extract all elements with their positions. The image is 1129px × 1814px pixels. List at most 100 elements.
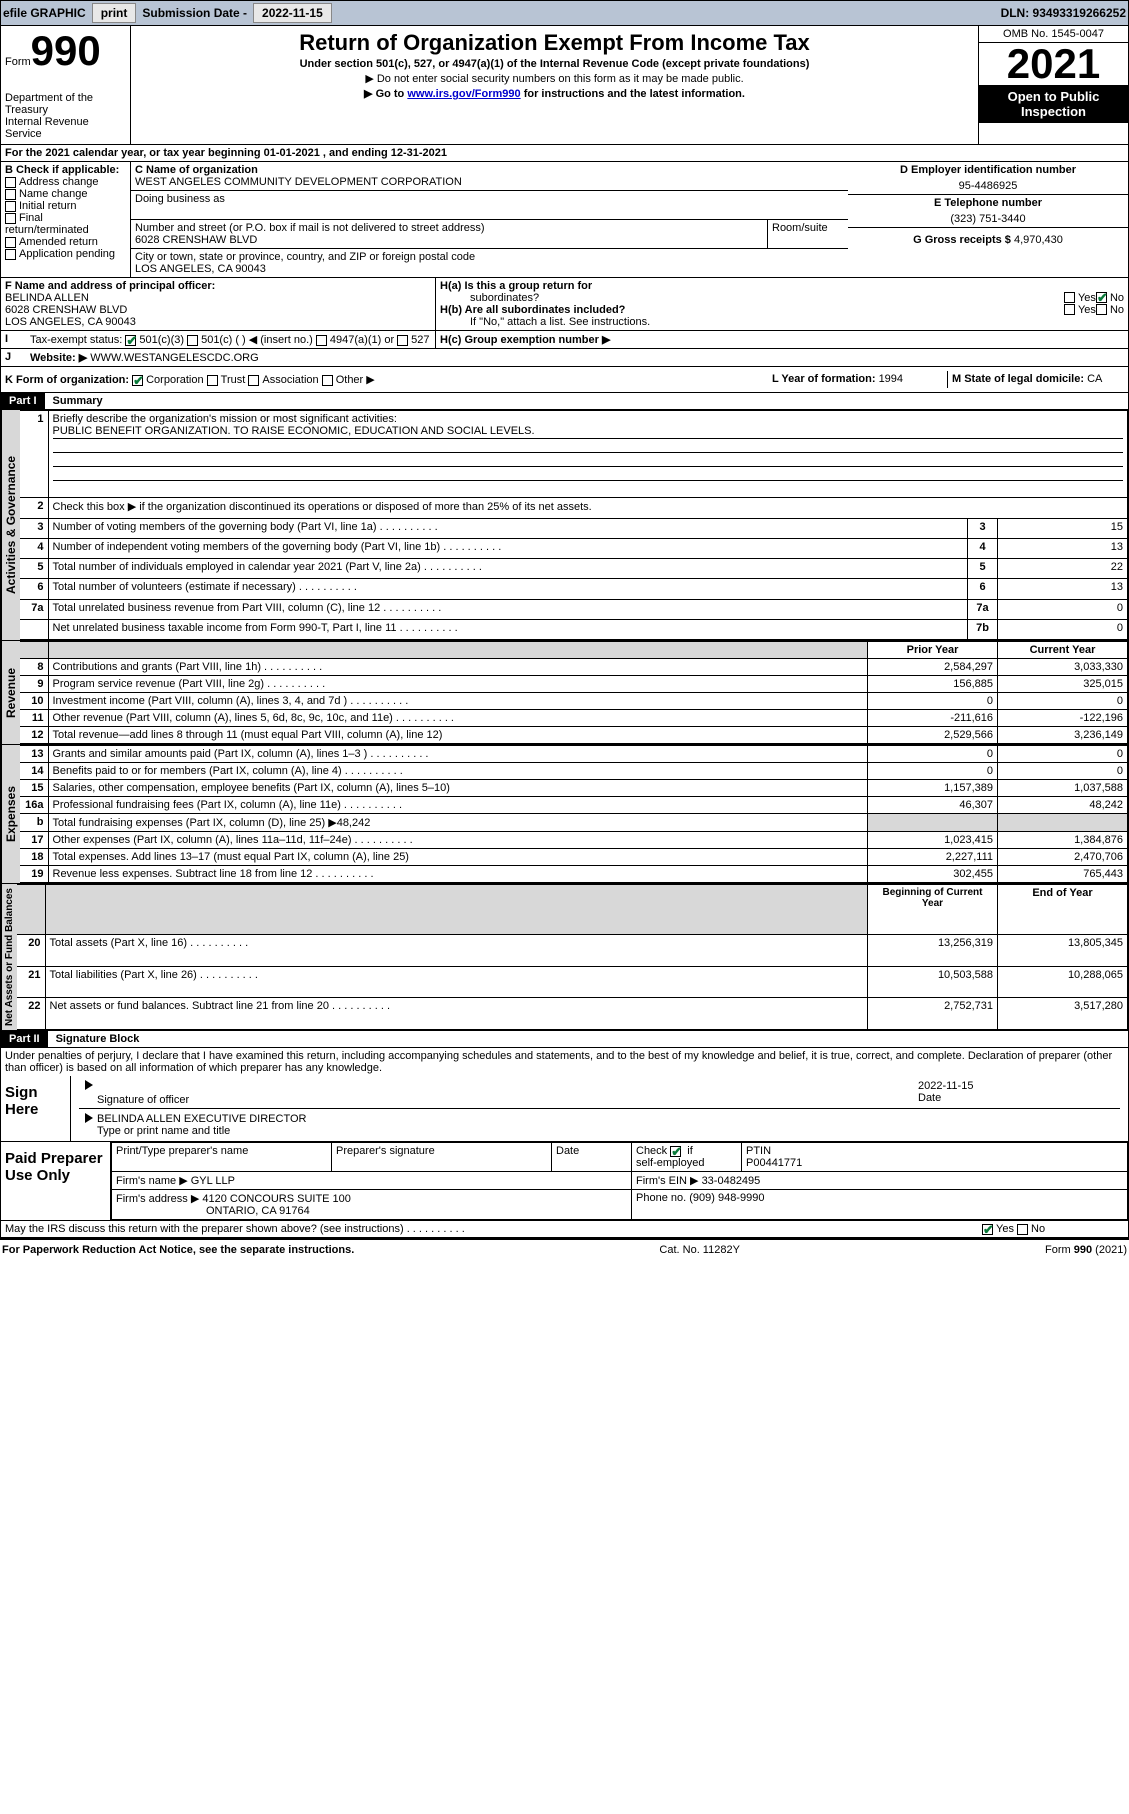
l7b-val: 0 bbox=[998, 619, 1128, 639]
hb-note: If "No," attach a list. See instructions… bbox=[440, 316, 1124, 328]
l14-text: Benefits paid to or for members (Part IX… bbox=[48, 763, 868, 780]
subtitle-2: ▶ Do not enter social security numbers o… bbox=[135, 72, 974, 85]
l11-prior: -211,616 bbox=[868, 710, 998, 727]
l7b-text: Net unrelated business taxable income fr… bbox=[48, 619, 968, 639]
ha-no-chk[interactable] bbox=[1096, 292, 1107, 303]
l21-prior: 10,503,588 bbox=[868, 966, 998, 998]
chk-trust[interactable] bbox=[207, 375, 218, 386]
chk-527[interactable] bbox=[397, 335, 408, 346]
l10-curr: 0 bbox=[998, 693, 1128, 710]
section-b: B Check if applicable: Address change Na… bbox=[1, 162, 131, 277]
section-h: H(a) Is this a group return for subordin… bbox=[436, 278, 1128, 330]
k-label: K Form of organization: bbox=[5, 374, 129, 386]
section-m: M State of legal domicile: CA bbox=[948, 371, 1128, 388]
preparer-name-label: Print/Type preparer's name bbox=[116, 1145, 248, 1157]
l6-val: 13 bbox=[998, 579, 1128, 599]
chk-assoc[interactable] bbox=[248, 375, 259, 386]
part2-title: Signature Block bbox=[48, 1031, 148, 1047]
submission-date[interactable]: 2022-11-15 bbox=[253, 3, 332, 23]
chk-initial-return[interactable]: Initial return bbox=[5, 200, 126, 212]
print-button[interactable]: print bbox=[92, 3, 137, 23]
instructions-link[interactable]: www.irs.gov/Form990 bbox=[407, 88, 520, 100]
part1-header: Part I bbox=[1, 393, 45, 409]
self-employed-chk[interactable] bbox=[670, 1146, 681, 1157]
l10-prior: 0 bbox=[868, 693, 998, 710]
chk-corp[interactable] bbox=[132, 375, 143, 386]
dept-label: Department of the Treasury bbox=[5, 92, 126, 116]
arrow-icon bbox=[85, 1113, 93, 1123]
l14-curr: 0 bbox=[998, 763, 1128, 780]
l7a-val: 0 bbox=[998, 599, 1128, 619]
summary-activities-table: 1 Briefly describe the organization's mi… bbox=[20, 410, 1128, 640]
pra-notice: For Paperwork Reduction Act Notice, see … bbox=[2, 1244, 354, 1256]
hb-label: H(b) Are all subordinates included? bbox=[440, 304, 625, 316]
i-marker: I bbox=[1, 331, 26, 348]
j-marker: J bbox=[1, 349, 26, 366]
arrow-icon bbox=[85, 1080, 93, 1090]
chk-name-change[interactable]: Name change bbox=[5, 188, 126, 200]
street-address: 6028 CRENSHAW BLVD bbox=[135, 234, 763, 246]
chk-other[interactable] bbox=[322, 375, 333, 386]
ha2-label: subordinates? bbox=[440, 292, 1064, 304]
section-i: Tax-exempt status: 501(c)(3) 501(c) ( ) … bbox=[26, 331, 436, 348]
chk-501c[interactable] bbox=[187, 335, 198, 346]
l13-curr: 0 bbox=[998, 746, 1128, 763]
hb-no-chk[interactable] bbox=[1096, 304, 1107, 315]
current-year-hdr: Current Year bbox=[998, 642, 1128, 659]
perjury-declaration: Under penalties of perjury, I declare th… bbox=[0, 1048, 1129, 1076]
l14-prior: 0 bbox=[868, 763, 998, 780]
efile-label: efile GRAPHIC bbox=[3, 6, 86, 20]
preparer-sig-label: Preparer's signature bbox=[336, 1145, 435, 1157]
firm-name-label: Firm's name ▶ bbox=[116, 1175, 188, 1187]
section-c: C Name of organization WEST ANGELES COMM… bbox=[131, 162, 848, 277]
ptin-value: P00441771 bbox=[746, 1157, 802, 1169]
hb-yes-chk[interactable] bbox=[1064, 304, 1075, 315]
c-label: C Name of organization bbox=[135, 164, 844, 176]
form-number: 990 bbox=[31, 27, 101, 74]
l-label: L Year of formation: bbox=[772, 373, 879, 385]
submission-label: Submission Date - bbox=[142, 6, 247, 20]
officer-city: LOS ANGELES, CA 90043 bbox=[5, 316, 431, 328]
firm-city: ONTARIO, CA 91764 bbox=[206, 1205, 310, 1217]
l18-curr: 2,470,706 bbox=[998, 849, 1128, 866]
city-label: City or town, state or province, country… bbox=[135, 251, 844, 263]
line-a: For the 2021 calendar year, or tax year … bbox=[1, 145, 1128, 161]
l9-curr: 325,015 bbox=[998, 676, 1128, 693]
dba-label: Doing business as bbox=[135, 193, 844, 205]
l9-prior: 156,885 bbox=[868, 676, 998, 693]
org-name: WEST ANGELES COMMUNITY DEVELOPMENT CORPO… bbox=[135, 176, 844, 188]
check-if-label: Check bbox=[636, 1145, 667, 1157]
l17-prior: 1,023,415 bbox=[868, 832, 998, 849]
l20-curr: 13,805,345 bbox=[998, 935, 1128, 967]
chk-501c3[interactable] bbox=[125, 335, 136, 346]
revenue-table: Prior YearCurrent Year 8Contributions an… bbox=[20, 641, 1128, 744]
l18-text: Total expenses. Add lines 13–17 (must eq… bbox=[48, 849, 868, 866]
l22-text: Net assets or fund balances. Subtract li… bbox=[45, 998, 868, 1030]
form-ref: Form 990 (2021) bbox=[1045, 1244, 1127, 1256]
city-state-zip: LOS ANGELES, CA 90043 bbox=[135, 263, 844, 275]
discuss-no-chk[interactable] bbox=[1017, 1224, 1028, 1235]
chk-address-change[interactable]: Address change bbox=[5, 176, 126, 188]
l20-text: Total assets (Part X, line 16) bbox=[45, 935, 868, 967]
l12-prior: 2,529,566 bbox=[868, 727, 998, 744]
tab-netassets: Net Assets or Fund Balances bbox=[1, 884, 17, 1030]
sign-date-value: 2022-11-15 bbox=[918, 1080, 1118, 1092]
discuss-yes-chk[interactable] bbox=[982, 1224, 993, 1235]
form-word: Form bbox=[5, 56, 31, 68]
section-hc: H(c) Group exemption number ▶ bbox=[436, 331, 1128, 348]
l22-curr: 3,517,280 bbox=[998, 998, 1128, 1030]
l11-curr: -122,196 bbox=[998, 710, 1128, 727]
chk-pending[interactable]: Application pending bbox=[5, 248, 126, 260]
chk-final-return[interactable]: Final return/terminated bbox=[5, 212, 126, 236]
section-l: L Year of formation: 1994 bbox=[768, 371, 948, 388]
prior-year-hdr: Prior Year bbox=[868, 642, 998, 659]
chk-amended[interactable]: Amended return bbox=[5, 236, 126, 248]
chk-4947[interactable] bbox=[316, 335, 327, 346]
l10-text: Investment income (Part VIII, column (A)… bbox=[48, 693, 868, 710]
l8-text: Contributions and grants (Part VIII, lin… bbox=[48, 659, 868, 676]
goto-prefix: ▶ Go to bbox=[364, 88, 407, 100]
dln-label: DLN: 93493319266252 bbox=[1001, 6, 1126, 20]
phone-label: E Telephone number bbox=[852, 197, 1124, 209]
ha-yes-chk[interactable] bbox=[1064, 292, 1075, 303]
firm-phone-value: (909) 948-9990 bbox=[689, 1192, 764, 1204]
